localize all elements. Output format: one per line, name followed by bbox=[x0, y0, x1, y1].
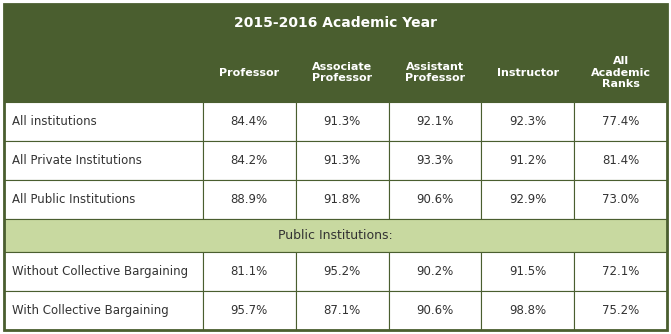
Bar bbox=[4, 219, 667, 252]
Bar bbox=[4, 141, 203, 180]
Bar bbox=[203, 141, 296, 180]
Bar bbox=[481, 103, 574, 141]
Bar bbox=[203, 252, 296, 291]
Bar bbox=[574, 103, 667, 141]
Bar bbox=[4, 4, 667, 43]
Text: 95.2%: 95.2% bbox=[323, 265, 361, 278]
Text: With Collective Bargaining: With Collective Bargaining bbox=[12, 304, 168, 317]
Text: 91.3%: 91.3% bbox=[323, 115, 361, 128]
Bar bbox=[203, 180, 296, 219]
Bar bbox=[203, 291, 296, 330]
Bar bbox=[481, 180, 574, 219]
Text: Public Institutions:: Public Institutions: bbox=[278, 229, 393, 242]
Text: 75.2%: 75.2% bbox=[602, 304, 639, 317]
Text: 88.9%: 88.9% bbox=[231, 193, 268, 206]
Bar bbox=[481, 141, 574, 180]
Text: 84.2%: 84.2% bbox=[231, 154, 268, 167]
Bar bbox=[203, 103, 296, 141]
Bar bbox=[296, 103, 389, 141]
Bar bbox=[296, 141, 389, 180]
Bar bbox=[481, 252, 574, 291]
Bar bbox=[481, 43, 574, 103]
Text: 91.8%: 91.8% bbox=[323, 193, 361, 206]
Bar bbox=[574, 291, 667, 330]
Text: All institutions: All institutions bbox=[12, 115, 97, 128]
Text: Instructor: Instructor bbox=[497, 68, 559, 78]
Text: 91.3%: 91.3% bbox=[323, 154, 361, 167]
Text: 87.1%: 87.1% bbox=[323, 304, 361, 317]
Text: 92.1%: 92.1% bbox=[416, 115, 454, 128]
Bar bbox=[574, 252, 667, 291]
Text: All Private Institutions: All Private Institutions bbox=[12, 154, 142, 167]
Bar bbox=[389, 103, 481, 141]
Text: 72.1%: 72.1% bbox=[602, 265, 639, 278]
Text: 84.4%: 84.4% bbox=[231, 115, 268, 128]
Text: 91.2%: 91.2% bbox=[509, 154, 546, 167]
Text: 92.3%: 92.3% bbox=[509, 115, 546, 128]
Bar bbox=[574, 43, 667, 103]
Bar bbox=[4, 103, 203, 141]
Bar bbox=[296, 180, 389, 219]
Text: 81.4%: 81.4% bbox=[602, 154, 639, 167]
Bar bbox=[574, 141, 667, 180]
Text: 95.7%: 95.7% bbox=[231, 304, 268, 317]
Text: 91.5%: 91.5% bbox=[509, 265, 546, 278]
Text: 98.8%: 98.8% bbox=[509, 304, 546, 317]
Text: 92.9%: 92.9% bbox=[509, 193, 546, 206]
Text: Associate
Professor: Associate Professor bbox=[312, 62, 372, 84]
Text: All
Academic
Ranks: All Academic Ranks bbox=[590, 56, 651, 89]
Text: 90.2%: 90.2% bbox=[416, 265, 454, 278]
Text: 90.6%: 90.6% bbox=[416, 193, 454, 206]
Text: 90.6%: 90.6% bbox=[416, 304, 454, 317]
Bar bbox=[481, 291, 574, 330]
Text: All Public Institutions: All Public Institutions bbox=[12, 193, 136, 206]
Bar bbox=[203, 43, 296, 103]
Bar bbox=[389, 291, 481, 330]
Bar bbox=[4, 180, 203, 219]
Text: Professor: Professor bbox=[219, 68, 279, 78]
Text: 77.4%: 77.4% bbox=[602, 115, 639, 128]
Bar bbox=[4, 291, 203, 330]
Bar bbox=[574, 180, 667, 219]
Text: 81.1%: 81.1% bbox=[231, 265, 268, 278]
Text: Without Collective Bargaining: Without Collective Bargaining bbox=[12, 265, 188, 278]
Bar bbox=[296, 291, 389, 330]
Bar bbox=[296, 252, 389, 291]
Text: 73.0%: 73.0% bbox=[602, 193, 639, 206]
Text: 93.3%: 93.3% bbox=[417, 154, 454, 167]
Bar bbox=[296, 43, 389, 103]
Bar bbox=[389, 180, 481, 219]
Bar bbox=[389, 141, 481, 180]
Bar bbox=[389, 252, 481, 291]
Text: Assistant
Professor: Assistant Professor bbox=[405, 62, 465, 84]
Bar bbox=[4, 43, 203, 103]
Bar bbox=[389, 43, 481, 103]
Bar bbox=[4, 252, 203, 291]
Text: 2015-2016 Academic Year: 2015-2016 Academic Year bbox=[234, 16, 437, 30]
